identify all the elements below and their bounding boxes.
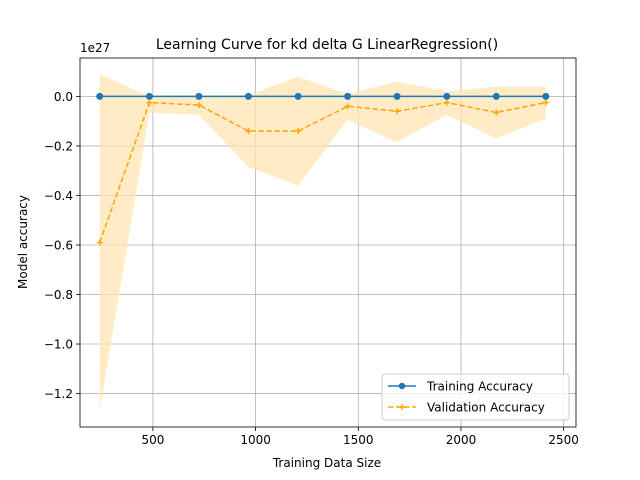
validation-std-band [99,74,546,411]
legend-validation-marker [399,404,405,410]
x-tick-label-1: 1000 [240,433,271,447]
y-tick-label-6: −1.2 [44,387,73,401]
y-tick-label-3: −0.6 [44,238,73,252]
validation-point-0 [96,239,103,246]
legend-training-marker [398,382,406,390]
training-point-0 [96,92,104,100]
validation-point-3 [245,128,252,135]
validation-line [99,101,546,243]
y-tick-label-5: −1.0 [44,338,73,352]
training-point-1 [145,92,153,100]
axes-frame [79,57,577,428]
x-tick-label-4: 2500 [548,433,579,447]
validation-point-2 [195,102,202,109]
x-tick-label-0: 500 [141,433,164,447]
training-point-4 [294,92,302,100]
legend-training-label: Training Accuracy [426,380,533,394]
y-tick-label-0: 0.0 [54,90,73,104]
training-point-3 [244,92,252,100]
training-point-6 [393,92,401,100]
y-axis-scale-label: 1e27 [80,41,110,55]
validation-point-6 [394,108,401,115]
training-point-7 [443,92,451,100]
training-point-8 [492,92,500,100]
x-tick-label-2: 1500 [343,433,374,447]
chart-title: Learning Curve for kd delta G LinearRegr… [156,37,498,53]
x-axis-label: Training Data Size [272,456,381,470]
validation-point-8 [493,109,500,116]
training-point-5 [344,92,352,100]
training-point-2 [195,92,203,100]
training-point-9 [542,92,550,100]
y-tick-label-2: −0.4 [44,189,73,203]
y-axis-label: Model accuracy [16,195,30,289]
legend-validation-label: Validation Accuracy [427,401,545,415]
validation-point-9 [542,99,549,106]
validation-point-4 [295,128,302,135]
plot-area: 500 1000 1500 2000 2500 0.0 −0.2 −0.4 −0.6 −0.8 −1… [44,57,579,447]
y-tick-label-1: −0.2 [44,139,73,153]
validation-point-1 [146,99,153,106]
legend: Training Accuracy Validation Accuracy [381,373,570,421]
validation-point-7 [443,99,450,106]
x-tick-label-3: 2000 [446,433,477,447]
legend-box [381,373,570,421]
y-tick-label-4: −0.8 [44,288,73,302]
validation-point-5 [344,103,351,110]
